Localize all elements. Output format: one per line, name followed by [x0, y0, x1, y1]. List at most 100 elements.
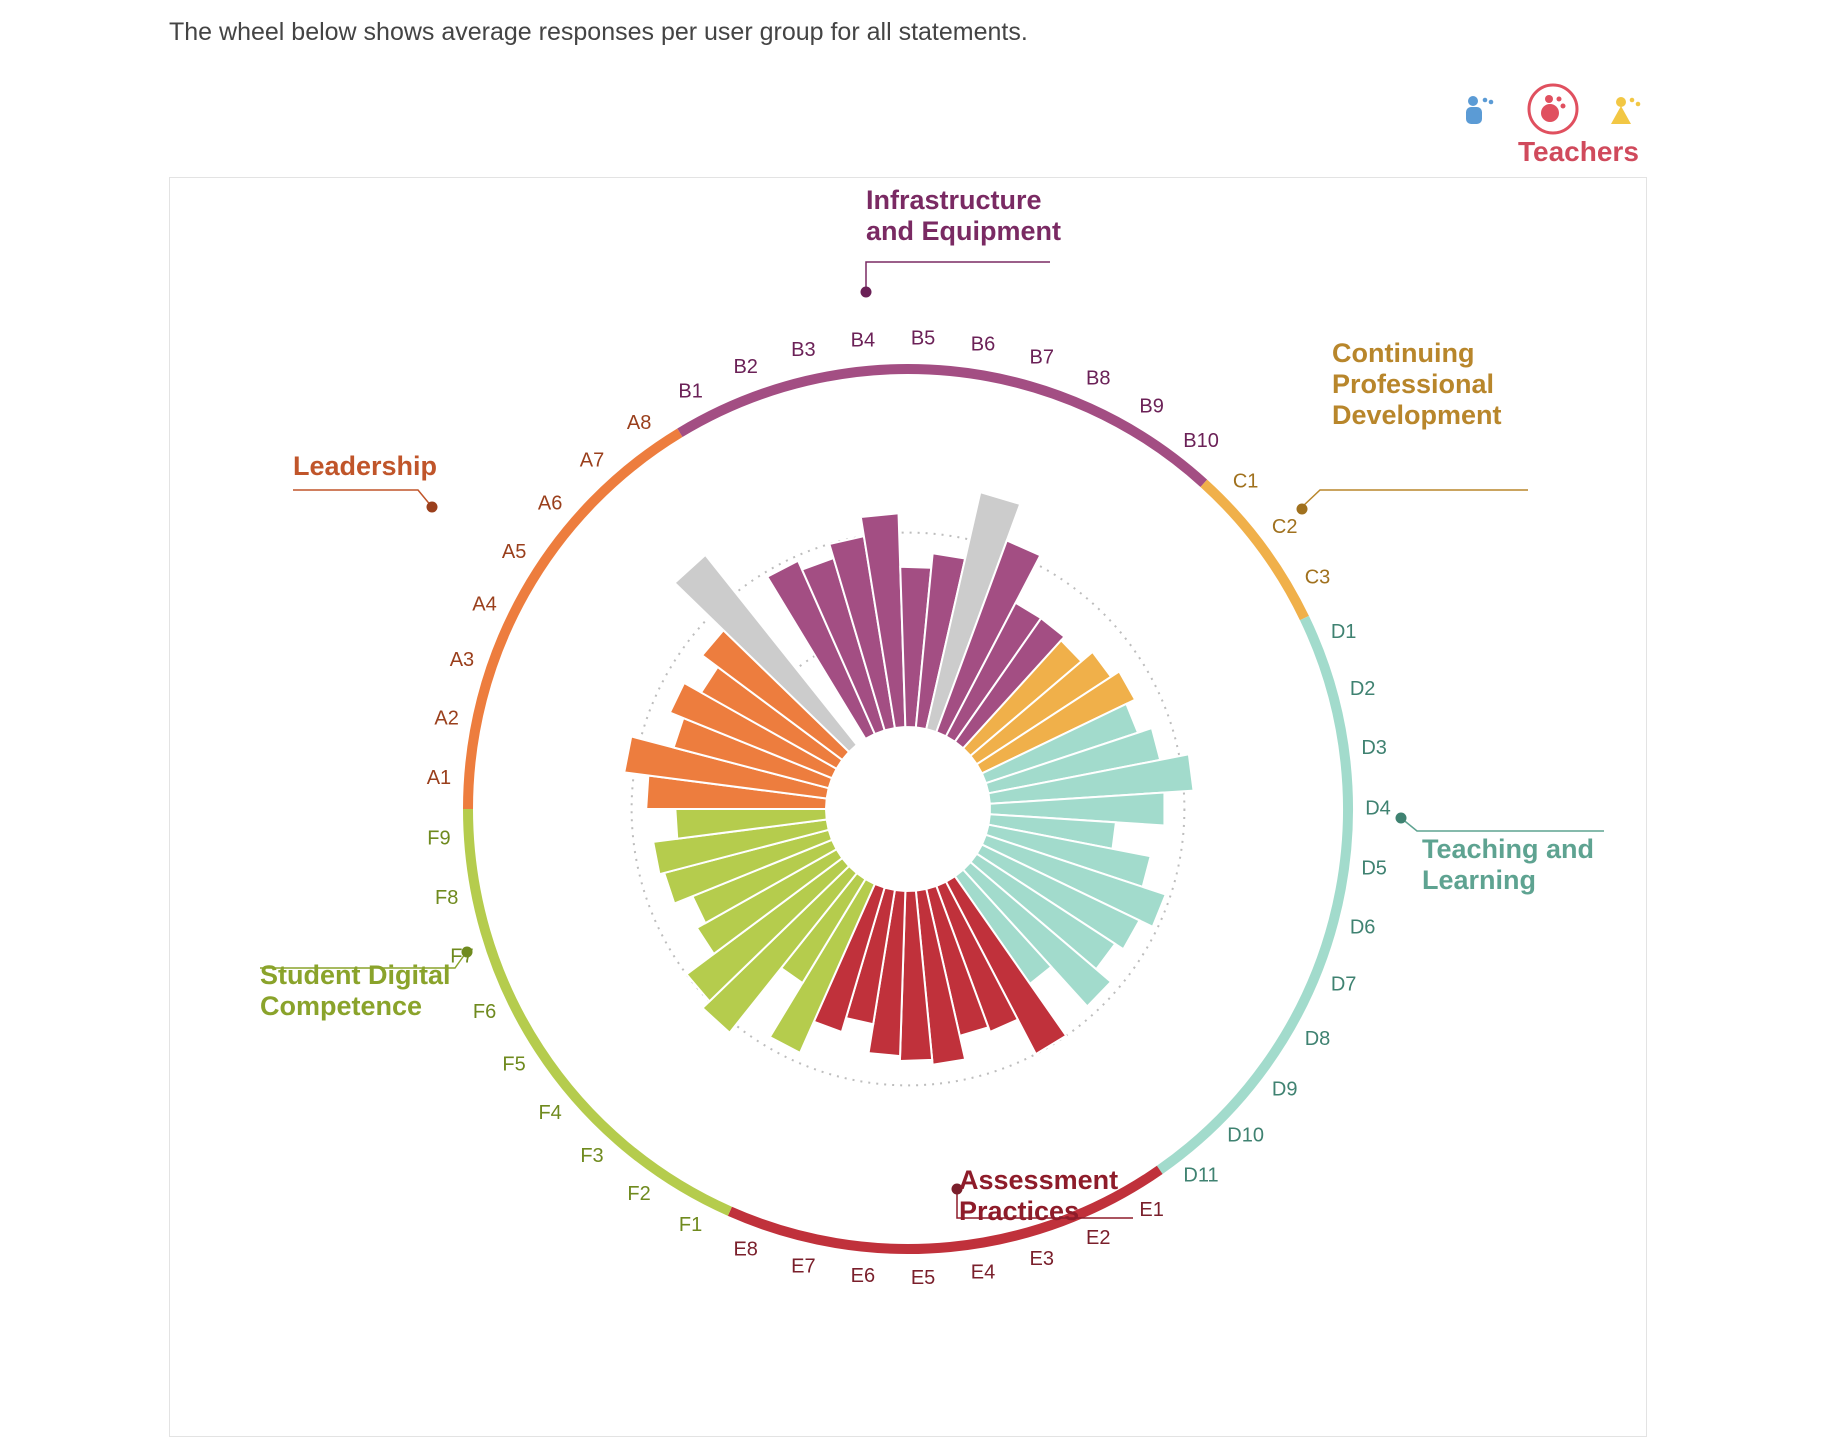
statement-label-b1: B1: [678, 381, 702, 403]
ring-arc-d: [1156, 615, 1353, 1174]
statement-label-b7: B7: [1029, 347, 1053, 369]
statement-label-e7: E7: [791, 1255, 815, 1277]
selected-group-label: Teachers: [1518, 136, 1639, 167]
teachers-icon: [1527, 83, 1579, 135]
statement-label-d5: D5: [1361, 857, 1387, 879]
statement-label-b9: B9: [1139, 395, 1163, 417]
bar-f9[interactable]: [674, 808, 828, 840]
category-label-a: Leadership: [293, 451, 438, 513]
callout-dot: [1296, 503, 1308, 515]
statement-label-a4: A4: [472, 593, 496, 615]
grid-ring: [630, 531, 1186, 1087]
bar-a8[interactable]: [856, 738, 867, 746]
category-name-line: Infrastructure: [866, 185, 1042, 215]
callout-dot: [860, 286, 872, 298]
bar-f8[interactable]: [651, 818, 830, 876]
ring-arc-c: [1200, 479, 1309, 621]
category-ring: [463, 364, 1353, 1254]
bar-a4[interactable]: [668, 681, 838, 780]
bar-e4[interactable]: [914, 887, 967, 1066]
statement-label-a2: A2: [434, 707, 458, 729]
chart-frame: A1 A2 A3 A4 A5 A6 A7 A8 B1 B2 B3 B4 B5 B6 B7 B8 B9 B10 C1 C…: [169, 177, 1647, 1437]
statement-label-e2: E2: [1086, 1227, 1110, 1249]
school-leaders-icon: [1466, 96, 1494, 124]
statement-label-f1: F1: [679, 1214, 702, 1236]
bar-a2[interactable]: [623, 735, 830, 800]
bar-f3[interactable]: [701, 864, 859, 1035]
wheel-chart: A1 A2 A3 A4 A5 A6 A7 A8 B1 B2 B3 B4 B5 B6 B7 B8 B9 B10 C1 C…: [260, 185, 1604, 1290]
category-name-line: Assessment: [959, 1165, 1118, 1195]
statement-label-d7: D7: [1331, 974, 1357, 996]
bar-b7[interactable]: [925, 490, 1022, 734]
bar-a7[interactable]: [673, 553, 859, 754]
statement-label-c3: C3: [1305, 567, 1331, 589]
callout-dot: [951, 1183, 963, 1195]
statement-label-d11: D11: [1183, 1165, 1218, 1187]
category-name-line: Leadership: [293, 451, 437, 481]
statement-label-d4: D4: [1365, 797, 1391, 819]
statement-label-f9: F9: [427, 827, 450, 849]
statement-label-a5: A5: [502, 541, 526, 563]
students-button[interactable]: [1606, 92, 1642, 128]
statement-label-d3: D3: [1361, 737, 1387, 759]
category-name-line: Development: [1332, 400, 1502, 430]
statement-label-a8: A8: [627, 412, 651, 434]
bar-f1[interactable]: [768, 877, 877, 1055]
statement-labels: A1 A2 A3 A4 A5 A6 A7 A8 B1 B2 B3 B4 B5 B6 B7 B8 B9 B10 C1 C…: [427, 328, 1391, 1290]
statement-label-e8: E8: [733, 1238, 757, 1260]
bar-f4[interactable]: [685, 856, 851, 1003]
bar-d10[interactable]: [961, 860, 1113, 1008]
ring-arc-f: [463, 808, 732, 1216]
statement-label-e1: E1: [1139, 1199, 1163, 1221]
category-name-line: Professional: [1332, 369, 1494, 399]
bar-c3[interactable]: [975, 670, 1137, 775]
bar-d7[interactable]: [980, 833, 1168, 929]
bar-e2[interactable]: [935, 880, 1020, 1034]
bar-e1[interactable]: [944, 874, 1068, 1056]
statement-label-f4: F4: [538, 1102, 561, 1124]
bar-d8[interactable]: [975, 843, 1141, 951]
user-group-selector: [1460, 83, 1660, 176]
ring-arc-e: [727, 1165, 1163, 1254]
bar-b10[interactable]: [953, 616, 1066, 750]
statement-label-a3: A3: [450, 649, 474, 671]
bar-b8[interactable]: [935, 539, 1042, 738]
bar-d3[interactable]: [987, 753, 1195, 805]
bar-e5[interactable]: [898, 889, 934, 1063]
bar-f5[interactable]: [695, 847, 844, 956]
callout-dot: [1395, 812, 1407, 824]
statement-label-b6: B6: [971, 333, 995, 355]
bar-e6[interactable]: [867, 888, 907, 1058]
statement-label-d10: D10: [1227, 1124, 1264, 1146]
statement-label-e6: E6: [851, 1265, 875, 1287]
statement-label-e3: E3: [1029, 1248, 1053, 1270]
bar-b4[interactable]: [859, 512, 907, 730]
callout-dot: [426, 501, 438, 513]
statement-label-d9: D9: [1272, 1078, 1298, 1100]
category-name-line: Competence: [260, 991, 422, 1021]
intro-text: The wheel below shows average responses …: [169, 18, 1028, 46]
statement-label-f5: F5: [502, 1054, 525, 1076]
callout-line: [1301, 489, 1528, 508]
statement-label-e5: E5: [911, 1267, 935, 1289]
callout-dot: [461, 946, 473, 958]
bar-d4[interactable]: [988, 791, 1166, 827]
teachers-button[interactable]: [1526, 82, 1580, 136]
statement-label-d8: D8: [1305, 1028, 1331, 1050]
callout-line: [260, 953, 466, 969]
statement-label-d1: D1: [1331, 621, 1357, 643]
bar-b1[interactable]: [765, 559, 877, 741]
statement-label-e4: E4: [971, 1261, 995, 1283]
category-name-line: Practices: [959, 1196, 1079, 1226]
bars: [623, 490, 1195, 1066]
school-leaders-button[interactable]: [1460, 92, 1496, 128]
callout-line: [293, 489, 433, 508]
callout-line: [1400, 817, 1604, 832]
statement-label-b8: B8: [1086, 368, 1110, 390]
statement-label-f6: F6: [473, 1001, 496, 1023]
